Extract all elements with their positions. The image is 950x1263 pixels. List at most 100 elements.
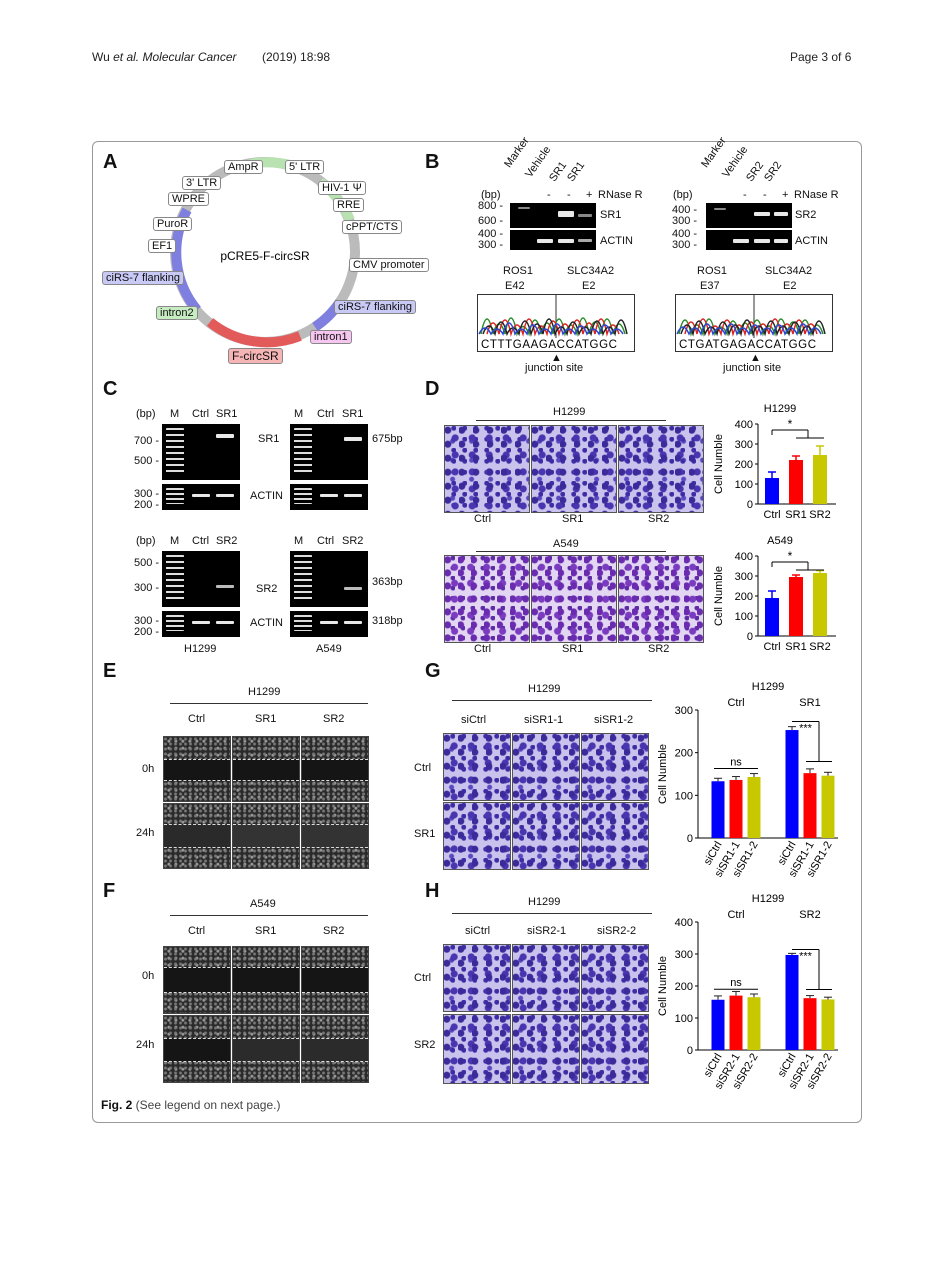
f-img-sr2-0h [301, 946, 369, 1014]
d-img-h1299-ctrl [444, 425, 530, 513]
y-tick-label: 100 [675, 790, 693, 802]
c-lane-ctrl1: Ctrl [192, 408, 210, 420]
group-label: SR2 [799, 909, 820, 921]
c-lane-m2b: M [294, 535, 304, 547]
h-title: H1299 [528, 896, 561, 908]
panel-label-h: H [425, 880, 440, 902]
g-img-ctrl-sisr1-1 [512, 733, 580, 801]
c-size-363: 363bp [372, 576, 403, 588]
rnase-b2-3: + [782, 189, 789, 201]
h-col-sictrl: siCtrl [465, 925, 491, 937]
c-ladder-700: 700 - [134, 435, 160, 447]
feature-puror: PuroR [153, 217, 193, 231]
bar-sr2 [813, 573, 827, 636]
exon-b2-2: E2 [783, 280, 797, 292]
feature-3ltr: 3' LTR [182, 176, 222, 190]
h-img-ctrl-sisr2-1 [512, 944, 580, 1012]
panel-label-a: A [103, 151, 118, 173]
ladder-b2-1: 300 - [672, 215, 698, 227]
sig-star: * [788, 417, 793, 431]
x-tick-label: Ctrl [763, 641, 780, 653]
ladder-b2-3: 300 - [672, 239, 698, 251]
ns-label: ns [730, 756, 742, 768]
gel-b1-sr1 [510, 203, 596, 228]
caption-fig: Fig. 2 [101, 1098, 133, 1112]
x-tick-label: SR1 [785, 641, 806, 653]
h-img-ctrl-sictrl [443, 944, 511, 1012]
row-b1-sr1: SR1 [600, 209, 622, 221]
h-col-sisr2-2: siSR2-2 [597, 925, 637, 937]
header-citation: (2019) 18:98 [262, 50, 331, 64]
c-ladder-200a: 200 - [134, 499, 160, 511]
arrow-b1: ▲ [551, 352, 562, 364]
gel-b2-sr2 [706, 203, 792, 228]
arrow-b2: ▲ [750, 352, 761, 364]
feature-ef1: EF1 [148, 239, 177, 253]
y-tick-label: 300 [735, 439, 753, 451]
g-title: H1299 [528, 683, 561, 695]
y-axis-label: Cell Numble [713, 434, 725, 494]
f-title: A549 [250, 898, 276, 910]
bar-ctrl-sictrl [711, 999, 725, 1050]
y-tick-label: 100 [735, 479, 753, 491]
g-row-sr1: SR1 [414, 828, 436, 840]
c-lane-sr1b: SR1 [342, 408, 364, 420]
bar-ctrl-sictrl [711, 781, 725, 838]
rnase-b2-1: - [743, 189, 747, 201]
c-lane-ctrl2b: Ctrl [317, 535, 335, 547]
exon-b1-1: E42 [505, 280, 525, 292]
gel-c-sr2-a549 [290, 551, 368, 607]
sig-star: * [788, 549, 793, 563]
d-xl-sr2-2: SR2 [648, 643, 670, 655]
f-row-24h: 24h [136, 1039, 155, 1051]
seq-b1: CTTTGAAGACCATGGC [481, 339, 618, 351]
h-row-ctrl: Ctrl [414, 972, 432, 984]
ns-label: ns [730, 977, 742, 989]
d-img-a549-ctrl [444, 555, 530, 643]
feature-hiv: HIV-1 Ψ [318, 181, 366, 195]
g-img-sr1-sictrl [443, 802, 511, 870]
d-img-h1299-sr1 [531, 425, 617, 513]
bar-sr2-sictrl [785, 954, 799, 1050]
e-row-0h: 0h [142, 763, 155, 775]
group-label: Ctrl [727, 909, 744, 921]
exon-b1-2: E2 [582, 280, 596, 292]
f-img-sr1-24h [232, 1015, 300, 1083]
bar-sr2-sisr2-2 [821, 999, 835, 1050]
row-b1-actin: ACTIN [600, 235, 633, 247]
y-tick-label: 300 [735, 571, 753, 583]
c-lane-sr2b: SR2 [342, 535, 364, 547]
c-lane-sr1: SR1 [216, 408, 238, 420]
e-row-24h: 24h [136, 827, 155, 839]
running-header-left: Wu et al. Molecular Cancer [92, 50, 237, 64]
feature-cirs7-left: ciRS-7 flanking [102, 271, 184, 285]
row-b2-sr2: SR2 [795, 209, 817, 221]
h-img-ctrl-sisr2-2 [581, 944, 649, 1012]
c-bp-2: (bp) [136, 535, 156, 547]
f-img-sr1-0h [232, 946, 300, 1014]
d-img-h1299-sr2 [618, 425, 704, 513]
d-xl-sr2-1: SR2 [648, 513, 670, 525]
c-lane-m1b: M [294, 408, 304, 420]
gel-c-actin1-a549 [290, 484, 368, 510]
figure-frame [92, 141, 862, 1123]
e-img-sr2-24h [301, 803, 369, 869]
c-lane-m2: M [170, 535, 180, 547]
bar-ctrl-sisr2-2 [747, 997, 761, 1050]
bar-ctrl-sisr2-1 [729, 995, 743, 1050]
header-journal: Molecular Cancer [142, 50, 237, 64]
g-col-sisr1-2: siSR1-2 [594, 714, 634, 726]
y-tick-label: 400 [735, 419, 753, 431]
x-tick-label: SR1 [785, 509, 806, 521]
f-col-ctrl: Ctrl [188, 925, 206, 937]
c-row-sr1: SR1 [258, 433, 280, 445]
c-size-318: 318bp [372, 615, 403, 627]
feature-cmv: CMV promoter [349, 258, 429, 272]
d-title-a549: A549 [553, 538, 579, 550]
y-tick-label: 0 [747, 499, 753, 511]
d-xl-ctrl-1: Ctrl [474, 513, 492, 525]
gene-b2-ros1: ROS1 [697, 265, 727, 277]
g-img-ctrl-sictrl [443, 733, 511, 801]
gel-b2-actin [706, 230, 792, 250]
